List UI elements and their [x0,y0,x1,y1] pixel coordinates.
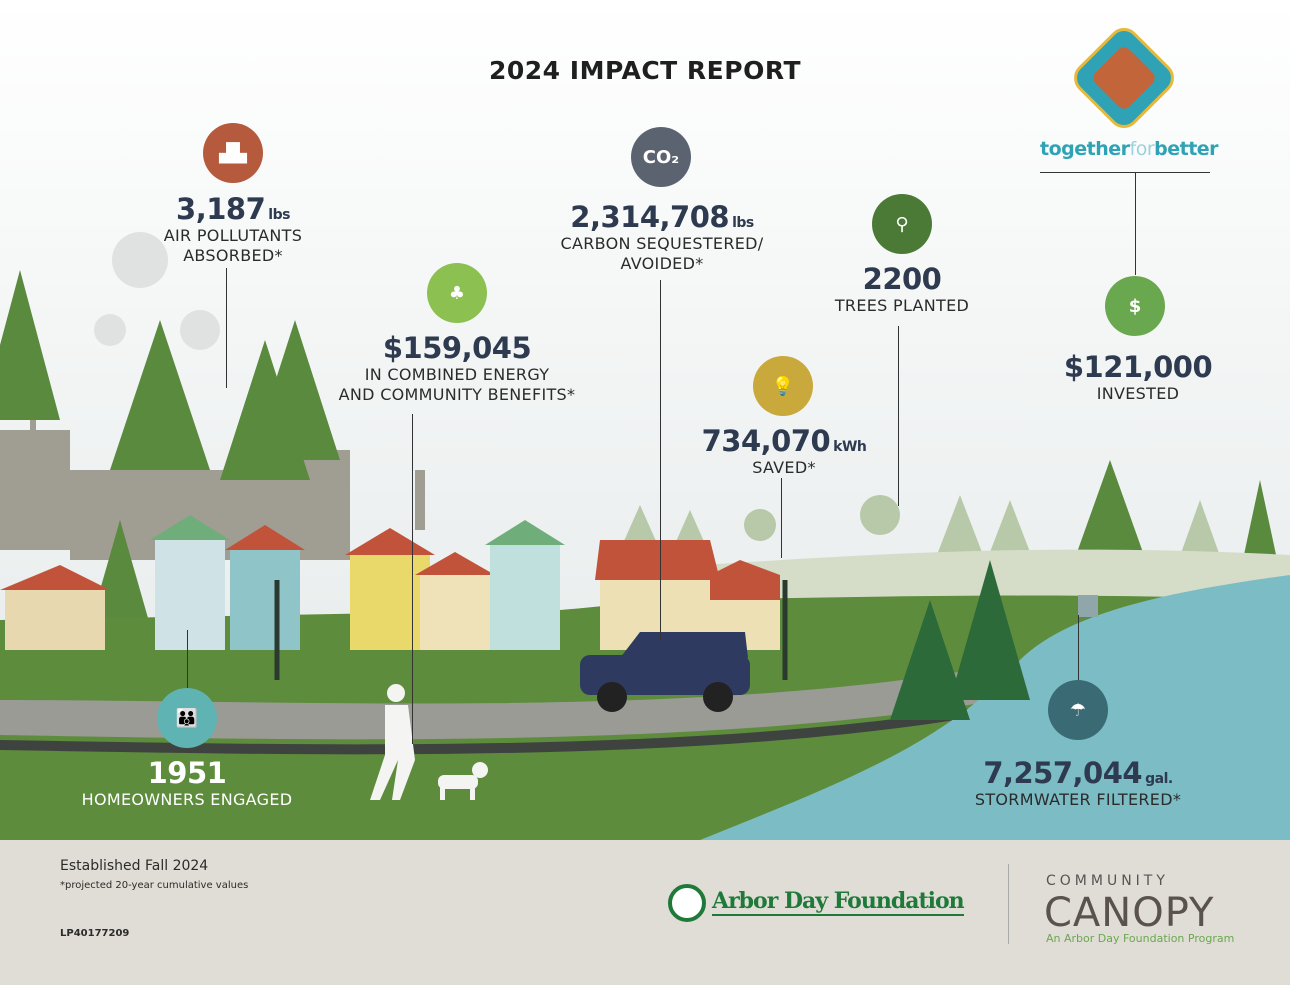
stat-label: IN COMBINED ENERGY [364,365,550,384]
connector-line [187,630,188,690]
arbor-day-logo: Arbor Day Foundation [712,888,965,916]
canopy-logo: CANOPY [1044,890,1215,936]
leaf-tree-icon: ♣ [427,263,487,323]
stat-unit: kWh [833,439,867,455]
page-title: 2024 IMPACT REPORT [488,56,802,85]
canopy-subtitle: An Arbor Day Foundation Program [1046,932,1235,945]
stat-value: $121,000 [1063,350,1213,384]
stat-label: STORMWATER FILTERED* [974,790,1182,809]
stat-value: 2,314,708 [570,200,730,234]
footnote: *projected 20-year cumulative values [60,880,249,891]
co2-cloud-icon: CO₂ [631,127,691,187]
stat-value: 1951 [147,756,227,790]
connector-line [1078,615,1079,685]
stat-label: HOMEOWNERS ENGAGED [81,790,293,809]
connector-line [412,414,413,744]
tagline-part: together [1040,138,1130,160]
stat-stormwater: 7,257,044 gal. STORMWATER FILTERED* [975,756,1181,810]
houses [0,515,780,650]
stat-label: ABSORBED* [183,246,283,265]
stat-value: 3,187 [176,192,266,226]
rain-cloud-icon: ☂ [1048,680,1108,740]
stat-air-pollutants: 3,187 lbs AIR POLLUTANTS ABSORBED* [164,192,302,266]
shovel-icon: ⚲ [872,194,932,254]
footer: Established Fall 2024 *projected 20-year… [0,840,1290,985]
stat-invested: $121,000 INVESTED [1063,350,1213,404]
person-walking-dog-icon [370,684,488,800]
money-icon: $ [1105,276,1165,336]
stat-label: AIR POLLUTANTS [163,226,303,245]
stat-label: TREES PLANTED [834,296,970,315]
arbor-day-logo-icon [668,884,706,922]
stat-label: AVOIDED* [620,254,704,273]
tagline-part: for [1129,138,1155,160]
stat-label: AND COMMUNITY BENEFITS* [338,385,576,404]
stat-value: 2200 [862,262,942,296]
stat-label: CARBON SEQUESTERED/ [560,234,764,253]
stat-carbon: 2,314,708 lbs CARBON SEQUESTERED/ AVOIDED… [561,200,764,274]
car-icon [580,632,750,712]
stat-value: 734,070 [701,424,831,458]
tagline: togetherforbetter [1040,138,1219,160]
connector-line [660,280,661,640]
stat-value: 7,257,044 [983,756,1143,790]
stat-label: INVESTED [1096,384,1180,403]
connector-line [226,268,227,388]
stat-energy: 734,070 kWh SAVED* [702,424,867,478]
connector-line [1135,173,1136,275]
stat-unit: lbs [732,215,754,231]
tagline-part: better [1154,138,1219,160]
connector-line [781,478,782,558]
canopy-top: COMMUNITY [1046,873,1169,889]
stat-unit: lbs [268,207,290,223]
established-text: Established Fall 2024 [60,858,209,874]
document-code: LP40177209 [60,928,130,939]
stat-value: $159,045 [382,331,532,365]
people-icon: 👪 [157,688,217,748]
factory-icon: ▟▙ [203,123,263,183]
logo-divider [1008,864,1009,944]
stat-unit: gal. [1145,771,1173,787]
stat-benefits: $159,045 IN COMBINED ENERGY AND COMMUNIT… [339,331,576,405]
stat-homeowners: 1951 HOMEOWNERS ENGAGED [82,756,293,810]
connector-line [898,326,899,506]
stat-label: SAVED* [752,458,816,477]
divider [1040,172,1210,173]
clark-county-logo [1067,21,1181,135]
stat-trees: 2200 TREES PLANTED [835,262,969,316]
lightbulb-icon: 💡 [753,356,813,416]
